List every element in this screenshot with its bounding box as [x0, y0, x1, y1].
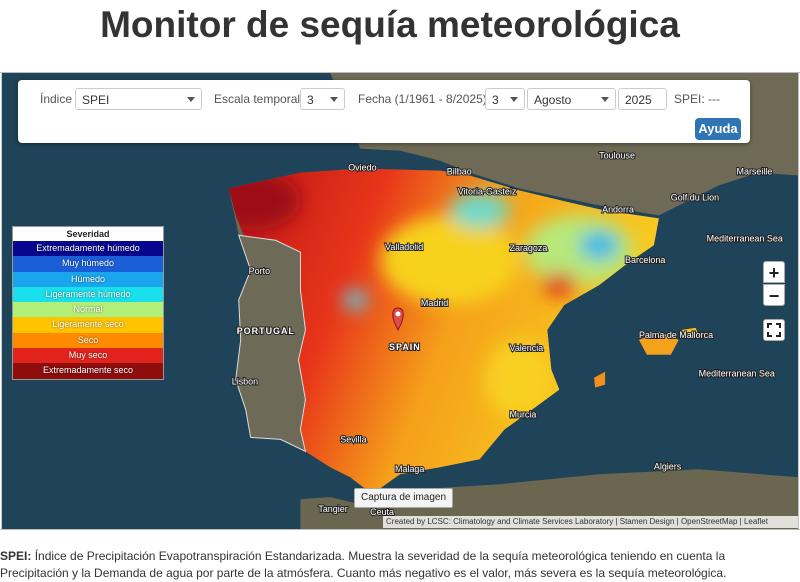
page-title: Monitor de sequía meteorológica — [100, 4, 680, 45]
blob — [579, 231, 620, 260]
legend-title: Severidad — [13, 227, 163, 241]
place-label: Marseille — [737, 167, 773, 177]
legend-item: Normal — [13, 302, 163, 318]
place-label: Oviedo — [348, 163, 376, 173]
scale-label: Escala temporal — [214, 92, 301, 106]
zoom-out[interactable]: − — [763, 284, 785, 306]
legend-item: Seco — [13, 332, 163, 349]
drought-blobs — [228, 170, 634, 420]
scale-select[interactable]: 3 — [300, 88, 345, 110]
menorca — [681, 327, 699, 338]
place-label: Valencia — [510, 343, 544, 353]
blob — [380, 215, 520, 305]
index-label: Índice — [40, 92, 73, 106]
place-label: Sevilla — [340, 434, 366, 444]
fullscreen-icon — [767, 323, 781, 337]
place-label: Porto — [249, 266, 270, 276]
place-label: Andorra — [602, 204, 634, 214]
place-label: Barcelona — [625, 255, 665, 265]
mallorca — [638, 331, 679, 355]
country-label: PORTUGAL — [237, 326, 295, 336]
legend-item: Extremadamente seco — [13, 363, 163, 379]
location-pin[interactable] — [392, 307, 404, 331]
ibiza — [594, 371, 606, 388]
place-label: Palma de Mallorca — [639, 330, 713, 340]
pin-dot — [395, 311, 401, 317]
blob — [541, 273, 578, 298]
africa-land — [300, 469, 799, 529]
place-label: Lisbon — [232, 377, 258, 387]
place-label: Bilbao — [447, 167, 472, 177]
legend: Severidad Extremadamente húmedo Muy húmed… — [12, 226, 164, 380]
map-labels: Oviedo Bilbao Vitoria-Gasteiz Toulouse M… — [231, 150, 784, 518]
control-panel: Índice SPEI Escala temporal 3 Fecha (1/1… — [18, 80, 750, 143]
place-label: Algiers — [654, 461, 682, 471]
screenshot-button[interactable]: Captura de imagen — [354, 488, 454, 508]
place-label: Mediterranean Sea — [699, 369, 775, 379]
value-readout: SPEI: --- — [674, 92, 721, 106]
place-label: Malaga — [395, 464, 424, 474]
blob — [449, 192, 510, 229]
legend-item: Ligeramente húmedo — [13, 286, 163, 303]
place-label: Zaragoza — [510, 243, 548, 253]
help-button[interactable]: Ayuda — [695, 118, 741, 140]
place-label: Toulouse — [599, 151, 635, 161]
place-label: Ceuta — [370, 507, 394, 517]
portugal-land — [235, 234, 307, 453]
place-label: Vitoria-Gasteiz — [458, 186, 517, 196]
footer: SPEI: Índice de Precipitación Evapotrans… — [0, 548, 790, 582]
footer-term: SPEI: — [0, 549, 32, 563]
country-label: SPAIN — [389, 342, 421, 352]
day-select[interactable]: 3 — [485, 88, 525, 110]
legend-item: Extremadamente húmedo — [13, 241, 163, 257]
fullscreen-button[interactable] — [763, 319, 785, 341]
legend-item: Ligeramente seco — [13, 317, 163, 333]
footer-description: Índice de Precipitación Evapotranspiraci… — [0, 549, 727, 580]
legend-item: Húmedo — [13, 271, 163, 287]
place-label: Tangier — [318, 504, 347, 514]
index-select[interactable]: SPEI — [75, 88, 202, 110]
legend-item: Muy seco — [13, 348, 163, 364]
year-input[interactable]: 2025 — [618, 88, 667, 110]
zoom-in[interactable]: + — [763, 261, 785, 283]
blob — [484, 339, 555, 420]
month-select[interactable]: Agosto — [527, 88, 616, 110]
blob — [343, 290, 368, 310]
place-label: Madrid — [421, 298, 448, 308]
place-label: Golf du Lion — [671, 192, 719, 202]
attribution: Created by LCSC: Climatology and Climate… — [383, 516, 798, 528]
legend-item: Muy húmedo — [13, 256, 163, 272]
place-label: Murcia — [510, 409, 537, 419]
place-label: Mediterranean Sea — [707, 233, 783, 243]
place-label: Valladolid — [385, 242, 423, 252]
date-label: Fecha (1/1961 - 8/2025) — [358, 92, 487, 106]
blob — [228, 170, 301, 231]
